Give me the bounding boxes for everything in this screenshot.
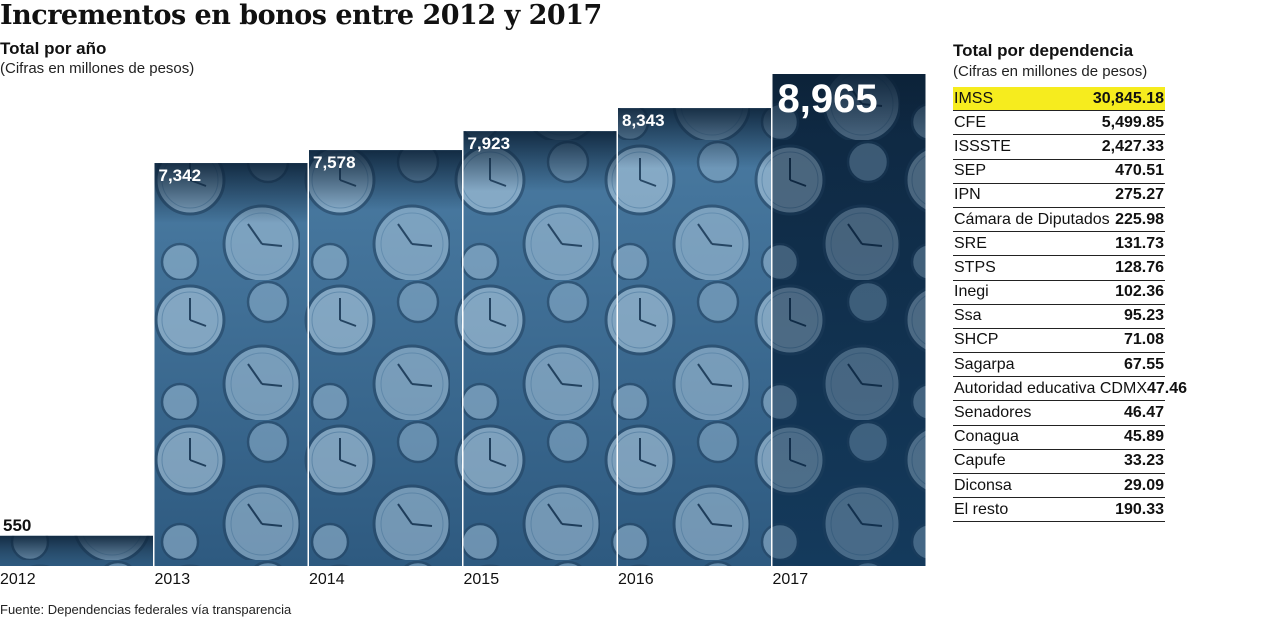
- dependency-value: 71.08: [1123, 331, 1164, 349]
- dependency-value: 67.55: [1123, 355, 1164, 373]
- table-row: Conagua 45.89: [953, 426, 1165, 450]
- dependency-value: 275.27: [1115, 186, 1164, 204]
- bar-2017: [772, 74, 926, 566]
- dependency-name: STPS: [954, 258, 996, 276]
- dependency-value: 190.33: [1115, 500, 1164, 518]
- table-row: STPS 128.76: [953, 256, 1165, 281]
- bar-2012: [0, 535, 153, 566]
- dependency-name: SEP: [954, 162, 987, 180]
- table-row: IMSS 30,845.18: [953, 87, 1165, 112]
- dependency-name: Conagua: [954, 428, 1019, 446]
- table-row: Inegi 102.36: [953, 281, 1165, 305]
- table-title: Total por dependencia: [953, 41, 1134, 60]
- table-row: ISSSTE 2,427.33: [953, 135, 1165, 160]
- dependency-name: El resto: [954, 500, 1009, 518]
- dependency-value: 128.76: [1115, 258, 1164, 276]
- dependency-value: 470.51: [1115, 162, 1164, 180]
- dependency-name: IPN: [954, 186, 981, 204]
- source-note: Fuente: Dependencias federales vía trans…: [0, 602, 292, 617]
- dependency-name: Autoridad educativa CDMX: [954, 379, 1147, 397]
- dependency-name: IMSS: [954, 89, 994, 107]
- dependency-name: SHCP: [954, 331, 999, 349]
- dependency-value: 33.23: [1123, 452, 1164, 470]
- bar-2013: [154, 163, 308, 567]
- table-row: Capufe 33.23: [953, 450, 1165, 474]
- data-label-2013: 7,342: [159, 166, 202, 185]
- table-row: Senadores 46.47: [953, 401, 1165, 426]
- table-row: Sagarpa 67.55: [953, 353, 1165, 378]
- x-tick-2014: 2014: [309, 571, 345, 588]
- dependency-name: Senadores: [954, 404, 1032, 422]
- data-label-2017: 8,965: [778, 77, 878, 121]
- x-tick-2012: 2012: [0, 571, 36, 588]
- table-row: CFE 5,499.85: [953, 111, 1165, 136]
- dependency-name: Diconsa: [954, 476, 1012, 494]
- dependency-value: 46.47: [1123, 404, 1164, 422]
- chart-title: Incrementos en bonos entre 2012 y 2017: [0, 0, 602, 31]
- dependency-value: 30,845.18: [1092, 89, 1164, 107]
- data-label-2016: 8,343: [622, 111, 665, 130]
- dependency-value: 95.23: [1123, 307, 1164, 325]
- table-row: Autoridad educativa CDMX 47.46: [953, 377, 1187, 402]
- bar-2014: [309, 150, 462, 566]
- data-label-2012: 550: [3, 516, 31, 535]
- dependency-name: Sagarpa: [954, 355, 1015, 373]
- data-label-2015: 7,923: [468, 134, 511, 153]
- dependency-value: 102.36: [1115, 283, 1164, 301]
- chart-subtitle: Total por año: [0, 39, 107, 58]
- dependency-name: Ssa: [954, 307, 982, 325]
- dependency-value: 225.98: [1115, 210, 1164, 228]
- table-row: Diconsa 29.09: [953, 474, 1165, 499]
- table-row: Ssa 95.23: [953, 305, 1165, 329]
- table-row: SHCP 71.08: [953, 329, 1165, 354]
- table-units: (Cifras en millones de pesos): [953, 63, 1148, 80]
- dependency-value: 47.46: [1146, 379, 1188, 397]
- bar-2016: [618, 108, 771, 567]
- chart-units: (Cifras en millones de pesos): [0, 60, 195, 77]
- x-tick-2013: 2013: [155, 571, 191, 588]
- dependency-value: 5,499.85: [1101, 113, 1164, 131]
- x-tick-2017: 2017: [773, 571, 809, 588]
- dependency-name: Cámara de Diputados: [954, 210, 1110, 228]
- dependency-name: ISSSTE: [954, 137, 1011, 155]
- table-row: Cámara de Diputados 225.98: [953, 208, 1165, 233]
- table-row: IPN 275.27: [953, 184, 1165, 208]
- dependency-value: 2,427.33: [1101, 137, 1164, 155]
- table-row: El resto 190.33: [953, 498, 1165, 523]
- table-row: SRE 131.73: [953, 232, 1165, 257]
- dependency-name: Inegi: [954, 283, 989, 301]
- dependency-value: 29.09: [1123, 476, 1164, 494]
- dependency-name: Capufe: [954, 452, 1006, 470]
- dependency-name: SRE: [954, 234, 987, 252]
- table-row: SEP 470.51: [953, 160, 1165, 184]
- dependency-value: 45.89: [1123, 428, 1164, 446]
- dependency-value: 131.73: [1115, 234, 1164, 252]
- x-tick-2015: 2015: [464, 571, 500, 588]
- dependency-name: CFE: [954, 113, 986, 131]
- bar-2015: [463, 131, 617, 566]
- dependency-table: IMSS 30,845.18 CFE 5,499.85 ISSSTE 2,427.33 SE…: [953, 87, 1187, 523]
- data-label-2014: 7,578: [313, 153, 356, 172]
- bar-chart: 550 7,342 7,578 7,923 8,343 8,965 2012 2013 201…: [0, 74, 926, 588]
- x-tick-2016: 2016: [618, 571, 654, 588]
